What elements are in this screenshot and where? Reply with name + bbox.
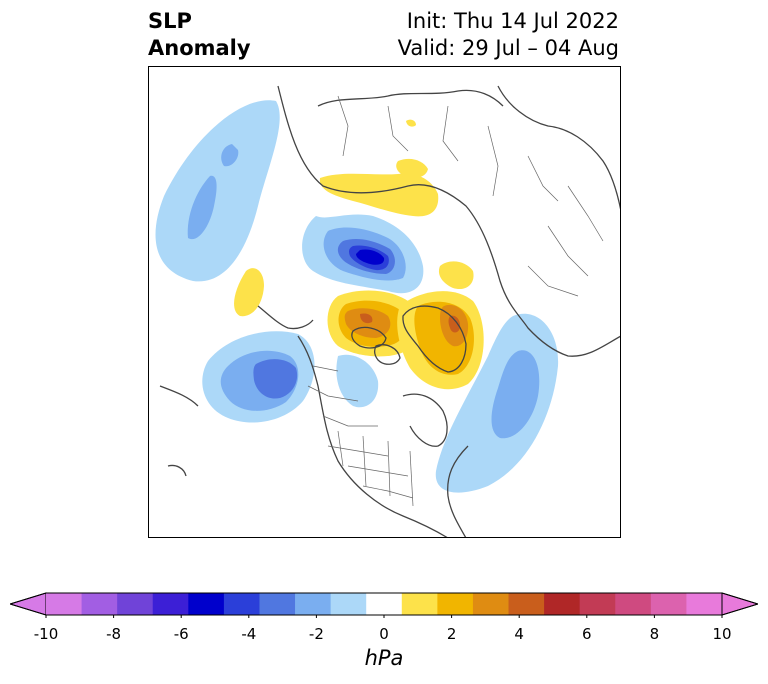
map-panel (148, 66, 621, 538)
colorbar-box (46, 593, 82, 615)
colorbar-box (437, 593, 474, 615)
colorbar-tick-label: 4 (514, 625, 524, 643)
high-greenland (397, 291, 484, 390)
colorbar-box (188, 593, 225, 615)
colorbar-tick-label: 0 (379, 625, 389, 643)
borders (307, 95, 604, 507)
low-nw-canada (336, 354, 379, 408)
colorbar-box (223, 593, 260, 615)
colorbar-under-triangle (10, 592, 47, 616)
colorbar-tick-label: 2 (446, 625, 457, 643)
title-variable: SLP (148, 9, 192, 33)
title-right: Init: Thu 14 Jul 2022 Valid: 29 Jul – 04… (398, 8, 619, 62)
low-gulf-of-alaska (202, 331, 315, 423)
colorbar-tick-label: -4 (241, 625, 257, 643)
colorbar-box (650, 593, 687, 615)
high-canadian-arctic (327, 290, 420, 357)
high-north-pacific (234, 268, 264, 317)
colorbar-unit: hPa (364, 646, 404, 670)
colorbar-box (472, 593, 509, 615)
colorbar-over-triangle (721, 592, 758, 616)
colorbar-box (366, 593, 403, 615)
colorbar-box (117, 593, 154, 615)
colorbar-box (295, 593, 332, 615)
colorbar-box (508, 593, 545, 615)
colorbar-box (152, 593, 189, 615)
colorbar-tick-label: -10 (33, 625, 59, 643)
map-edge-gap (148, 288, 154, 318)
colorbar-box (579, 593, 616, 615)
colorbar-boxes (10, 592, 758, 618)
colorbar-box (81, 593, 118, 615)
low-arctic-barents (302, 214, 424, 294)
colorbar-tick-label: 6 (582, 625, 592, 643)
title-type: Anomaly (148, 36, 251, 60)
low-north-pacific (155, 100, 280, 282)
colorbar-tick-label: -2 (308, 625, 324, 643)
colorbar-box (330, 593, 367, 615)
colorbar-box (686, 593, 723, 615)
high-east-siberia (438, 261, 474, 290)
colorbar (10, 592, 758, 618)
map-frame (148, 66, 621, 538)
colorbar-box (259, 593, 296, 615)
valid-range: Valid: 29 Jul – 04 Aug (397, 36, 619, 60)
colorbar-box (544, 593, 581, 615)
colorbar-tick-label: 10 (712, 625, 732, 643)
colorbar-box (401, 593, 438, 615)
high-siberia (319, 119, 439, 217)
title-left: SLP Anomaly (148, 8, 251, 62)
map-edge-gap-right (615, 288, 621, 318)
coastlines (159, 85, 621, 538)
colorbar-tick-label: -8 (106, 625, 122, 643)
colorbar-tick-label: -6 (173, 625, 189, 643)
init-date: Init: Thu 14 Jul 2022 (406, 9, 619, 33)
colorbar-box (615, 593, 652, 615)
colorbar-tick-label: 8 (649, 625, 660, 643)
